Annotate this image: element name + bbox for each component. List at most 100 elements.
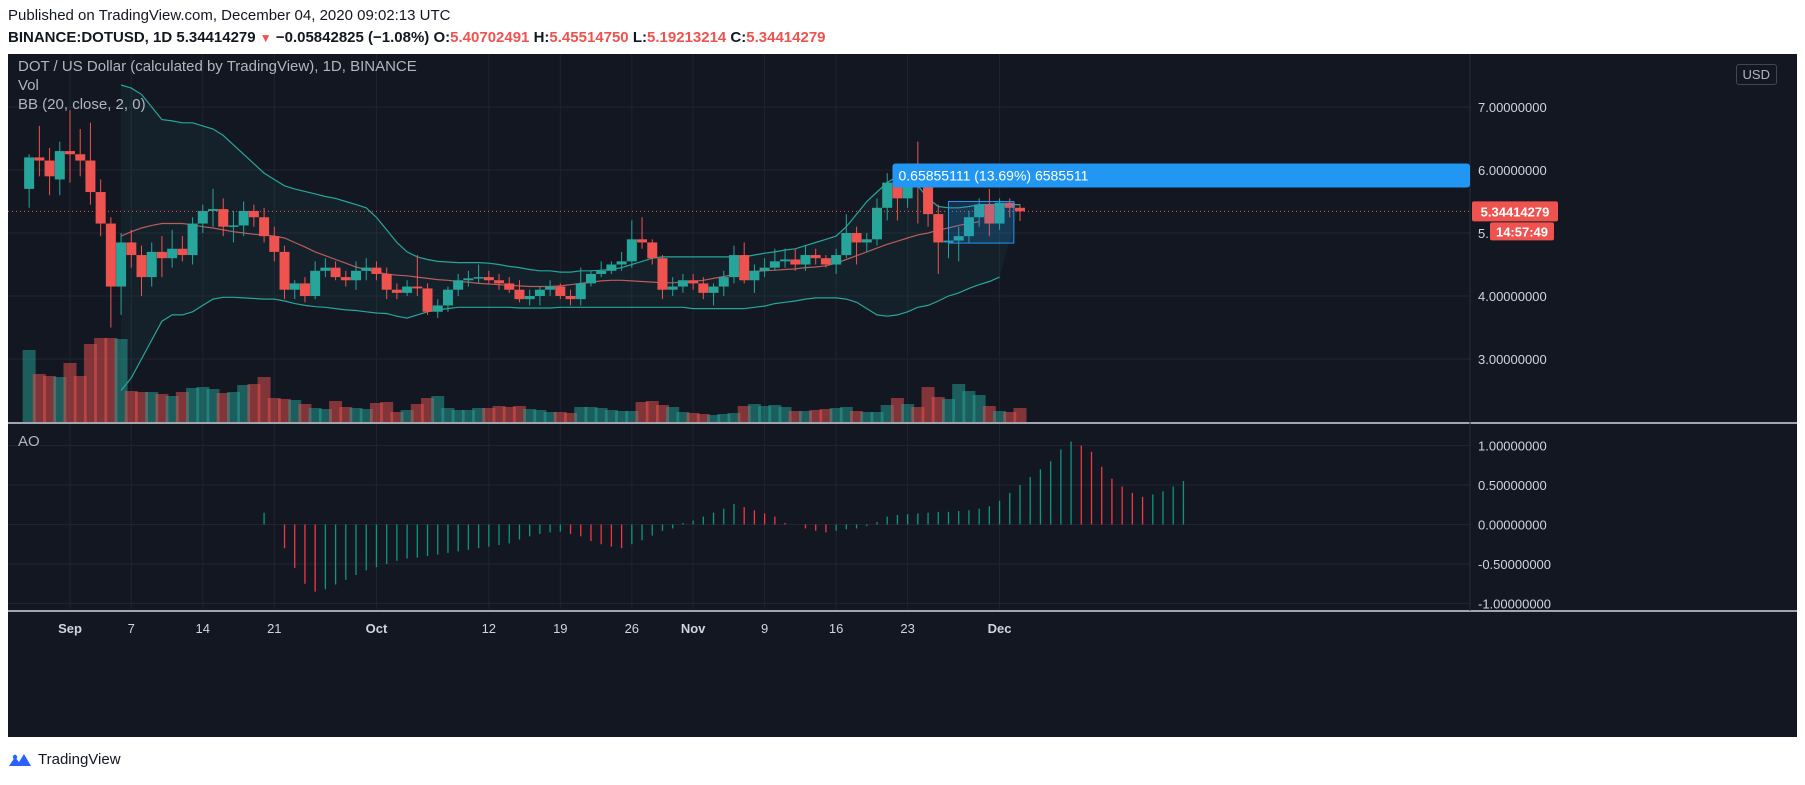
candle-body — [136, 255, 147, 278]
measure-label: 0.65855111 (13.69%) 6585511 — [898, 168, 1088, 184]
low-label: L: — [632, 29, 647, 46]
volume-bar — [165, 396, 179, 422]
candle-body — [238, 210, 249, 226]
ticker-line: BINANCE:DOTUSD, 1D 5.34414279 ▼ −0.05842… — [8, 29, 826, 46]
volume-bar — [196, 387, 210, 422]
volume-bar — [298, 404, 312, 422]
ao-tick-label: 0.00000000 — [1478, 518, 1547, 533]
footer: TradingView — [8, 751, 121, 768]
volume-bar — [911, 407, 925, 422]
candle-body — [483, 277, 494, 281]
ao-tick-label: -1.00000000 — [1478, 597, 1551, 612]
volume-bar — [707, 415, 721, 422]
candle-body — [728, 255, 739, 278]
candle-body — [739, 255, 750, 281]
volume-bar — [32, 374, 46, 422]
volume-bar — [625, 411, 639, 422]
chart-area[interactable]: 3.00000000 4.00000000 5. 6.00000000 7.000000… — [8, 54, 1797, 737]
candle-body — [105, 223, 116, 287]
bb-fill — [121, 85, 1021, 391]
volume-bar — [737, 406, 751, 422]
countdown-tag — [1490, 222, 1554, 241]
bb-legend: BB (20, close, 2, 0) — [18, 96, 146, 113]
volume-bar — [798, 411, 812, 422]
volume-bar — [615, 411, 629, 422]
volume-bar — [778, 407, 792, 422]
volume-bar — [880, 405, 894, 422]
high-label: H: — [533, 29, 550, 46]
candle-body — [473, 277, 484, 279]
volume-bar — [747, 404, 761, 422]
volume-bar — [686, 413, 700, 422]
volume-bar — [237, 385, 251, 422]
volume-bar — [512, 406, 526, 422]
candle-body — [831, 255, 842, 265]
candle-body — [963, 217, 974, 237]
symbol: BINANCE:DOTUSD, 1D — [8, 29, 173, 46]
volume-bar — [584, 407, 598, 422]
ao-tick-label: -0.50000000 — [1478, 557, 1551, 572]
volume-bar — [380, 402, 394, 422]
volume-bar — [288, 400, 302, 422]
volume-bar — [1013, 408, 1027, 422]
candle-body — [156, 251, 167, 259]
volume-bar — [564, 413, 578, 422]
down-triangle-icon: ▼ — [259, 31, 272, 45]
volume-bar — [421, 398, 435, 422]
candle-body — [994, 202, 1005, 224]
candle-body — [759, 267, 770, 271]
volume-bar — [952, 384, 966, 422]
volume-bar — [318, 409, 332, 422]
volume-bar — [124, 391, 138, 422]
volume-bar — [73, 376, 87, 422]
candle-body — [667, 286, 678, 290]
price-tag-label: 5.34414279 — [1481, 204, 1550, 219]
ao-tick-label: 1.00000000 — [1478, 439, 1547, 454]
volume-bar — [768, 405, 782, 422]
overlays: 5.34414279 14:57:49 0.65855111 (13.69%) 65… — [8, 163, 1558, 244]
candle-body — [606, 264, 617, 271]
bb-lower-line — [120, 276, 1000, 391]
candle-body — [790, 259, 801, 265]
volume-bar — [461, 410, 475, 422]
volume-bar — [972, 395, 986, 422]
volume-bar — [216, 393, 230, 422]
candle-body — [320, 267, 331, 271]
chart-canvas[interactable]: 3.00000000 4.00000000 5. 6.00000000 7.000000… — [8, 54, 1797, 737]
candle-body — [953, 236, 964, 241]
candle-body — [933, 214, 944, 243]
chart-title: DOT / US Dollar (calculated by TradingVi… — [18, 58, 417, 75]
high-value: 5.45514750 — [549, 29, 629, 46]
volume-bar — [104, 338, 118, 422]
currency-badge[interactable]: USD — [1735, 64, 1777, 85]
candle-body — [851, 233, 862, 243]
candle-body — [442, 289, 453, 306]
volume-bar — [329, 401, 343, 422]
brand-name: TradingView — [38, 751, 121, 768]
candle-body — [218, 209, 229, 227]
candle-body — [800, 255, 811, 265]
candle-body — [534, 289, 545, 296]
volume-bar — [186, 388, 200, 422]
candle-body — [984, 204, 995, 224]
candle-body — [769, 261, 780, 268]
volume-bar — [890, 398, 904, 422]
volume-bar — [574, 407, 588, 422]
ao-tick-label: 0.50000000 — [1478, 478, 1547, 493]
volume-bar — [441, 408, 455, 422]
open-label: O: — [433, 29, 451, 46]
date-tick-label: 23 — [900, 621, 914, 636]
candle-body — [289, 283, 300, 290]
published-line: Published on TradingView.com, December 0… — [8, 7, 451, 24]
volume-bar — [94, 338, 108, 422]
candle-body — [351, 270, 362, 281]
volume-bar — [941, 399, 955, 422]
date-tick-label: Sep — [58, 621, 82, 636]
bollinger-bands — [120, 84, 1021, 391]
candle-body — [269, 236, 280, 252]
volume-bar — [543, 412, 557, 422]
candle-body — [555, 286, 566, 296]
volume-bar — [226, 392, 240, 422]
volume-bar — [53, 377, 67, 422]
volume-bar — [931, 397, 945, 422]
